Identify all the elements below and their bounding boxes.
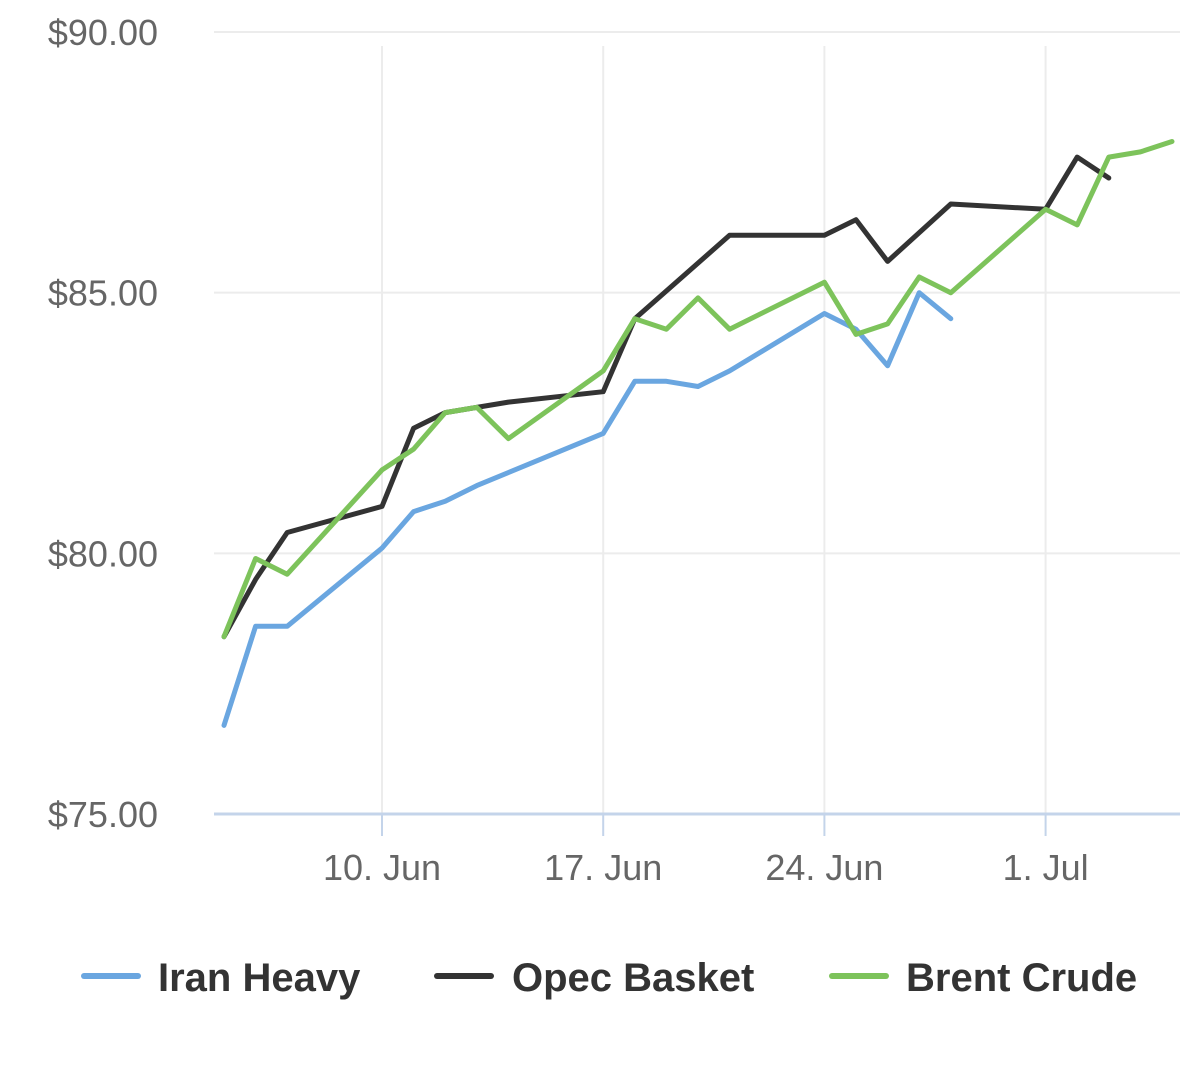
x-tick-label: 1. Jul — [1003, 847, 1089, 888]
y-tick-label: $85.00 — [48, 273, 158, 314]
y-tick-label: $90.00 — [48, 12, 158, 53]
x-tick-label: 24. Jun — [765, 847, 883, 888]
grid — [214, 31, 1180, 814]
legend-item-brent-crude[interactable]: Brent Crude — [829, 956, 1137, 1000]
legend-item-iran-heavy[interactable]: Iran Heavy — [81, 956, 361, 1000]
series-line-iran-heavy — [221, 290, 954, 728]
axes: $75.00 $80.00 $85.00 $90.00 10. Jun 17. Jun 24… — [48, 12, 1180, 888]
x-tick-label: 17. Jun — [544, 847, 662, 888]
legend-label: Iran Heavy — [158, 956, 361, 1000]
x-tick-label: 10. Jun — [323, 847, 441, 888]
legend-label: Opec Basket — [512, 956, 754, 1000]
legend-label: Brent Crude — [906, 956, 1137, 1000]
legend-item-opec-basket[interactable]: Opec Basket — [434, 956, 754, 1000]
legend[interactable]: Iran Heavy Opec Basket Brent Crude — [81, 956, 1137, 1000]
series-line-brent-crude — [221, 139, 1175, 640]
series-line-opec-basket — [221, 154, 1112, 640]
y-tick-label: $80.00 — [48, 533, 158, 574]
y-tick-label: $75.00 — [48, 794, 158, 835]
series-lines — [221, 139, 1175, 728]
